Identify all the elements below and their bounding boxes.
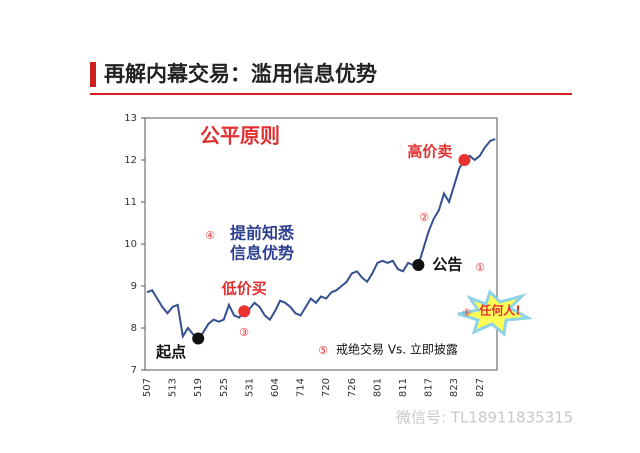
x-tick-label: 811: [398, 378, 409, 397]
price-line: [146, 138, 496, 340]
annotation: 提前知悉: [230, 224, 295, 243]
x-tick-label: 726: [347, 378, 358, 397]
x-tick-label: 720: [321, 378, 332, 397]
x-tick-label: 507: [142, 378, 153, 397]
annotation: ⑥: [463, 308, 472, 319]
x-tick-label: 827: [475, 378, 486, 397]
annotation: ④: [205, 229, 215, 242]
y-tick-label: 10: [124, 239, 137, 250]
marker-label: 起点: [155, 343, 186, 361]
starburst: [457, 289, 533, 337]
annotation: ①: [475, 261, 485, 274]
annotation: 公平原则: [200, 124, 280, 148]
y-tick-label: 8: [131, 323, 137, 334]
x-tick-label: 525: [219, 378, 230, 397]
x-tick-label: 513: [168, 378, 179, 397]
annotation: 戒绝交易 Vs. 立即披露: [336, 342, 458, 357]
x-tick-label: 801: [372, 378, 383, 397]
x-tick-label: 519: [193, 378, 204, 397]
y-tick-label: 13: [124, 113, 137, 124]
marker-dot: [192, 332, 205, 345]
annotation: ⑤: [318, 344, 328, 357]
annotation: 信息优势: [230, 244, 294, 263]
annotation: 任何人!: [478, 303, 520, 318]
y-tick-label: 11: [124, 197, 137, 208]
marker-label: 公告: [432, 256, 462, 274]
marker-dot: [238, 305, 251, 318]
watermark: 微信号: TL18911835315: [396, 409, 573, 427]
y-tick-label: 7: [131, 365, 137, 376]
marker-label: 低价买: [221, 280, 267, 298]
slide-title: 再解内幕交易：滥用信息优势: [104, 62, 377, 86]
x-tick-label: 714: [296, 378, 307, 397]
x-tick-label: 531: [244, 378, 255, 397]
y-tick-label: 12: [124, 155, 137, 166]
x-tick-label: 823: [449, 378, 460, 397]
title-bar: [90, 62, 96, 87]
annotation: ③: [239, 326, 249, 339]
x-tick-label: 817: [424, 378, 435, 397]
marker-label: 高价卖: [407, 143, 452, 161]
y-tick-label: 9: [131, 281, 137, 292]
annotation: ②: [419, 211, 429, 224]
marker-dot: [458, 154, 471, 166]
marker-dot: [412, 259, 425, 271]
x-tick-label: 604: [270, 378, 281, 397]
